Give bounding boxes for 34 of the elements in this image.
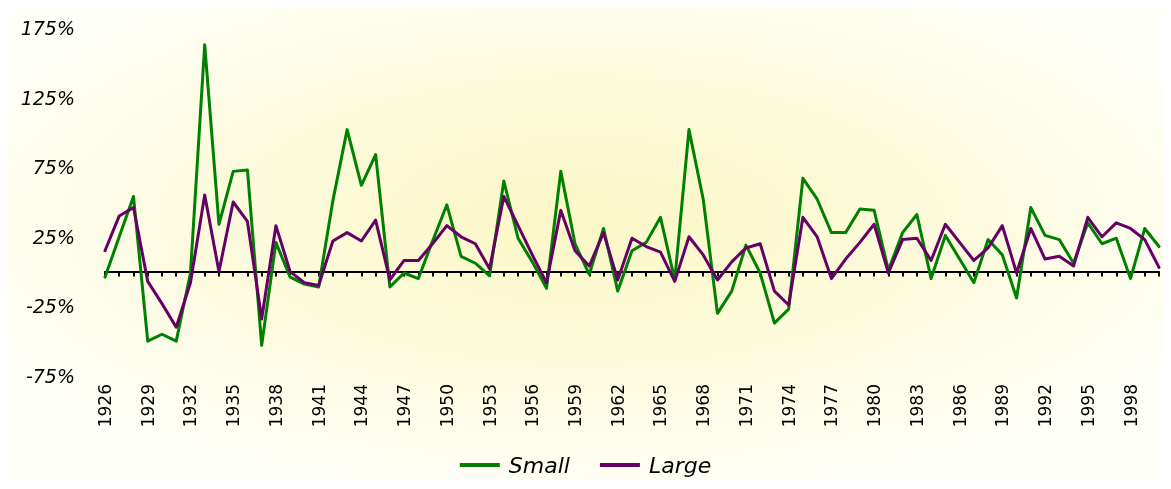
x-tick-label: 1971 [735, 384, 756, 428]
x-tick-label: 1941 [308, 384, 329, 428]
x-tick-label: 1944 [351, 384, 372, 428]
x-tick-label: 1929 [137, 384, 158, 428]
x-tick-label: 1956 [522, 384, 543, 428]
x-tick-label: 1947 [394, 384, 415, 428]
x-tick-label: 1962 [607, 384, 628, 428]
x-tick-label: 1959 [565, 384, 586, 428]
line-series [103, 193, 1161, 329]
y-tick-label: -75% [25, 365, 75, 387]
x-tick-label: 1953 [479, 384, 500, 428]
x-tick-label: 1995 [1077, 384, 1098, 428]
x-tick-label: 1992 [1035, 384, 1056, 428]
x-tick-label: 1977 [821, 384, 842, 428]
y-tick-label: 25% [32, 225, 75, 248]
x-tick-label: 1938 [265, 384, 286, 428]
x-tick-label: 1935 [223, 384, 244, 428]
x-tick-label: 1983 [906, 384, 927, 428]
x-tick-label: 1998 [1120, 384, 1141, 428]
y-tick-label: 175% [20, 17, 75, 39]
x-tick-label: 1965 [650, 384, 671, 428]
x-tick-label: 1989 [992, 384, 1013, 428]
y-tick-label: -25% [25, 295, 75, 318]
x-tick-label: 1980 [864, 384, 885, 428]
y-tick-label: 125% [20, 86, 75, 109]
x-tick-label: 1932 [180, 384, 201, 428]
legend-label: Large [648, 452, 712, 478]
x-tick-label: 1950 [436, 384, 457, 428]
x-tick-label: 1926 [95, 384, 115, 428]
x-tick-label: 1986 [949, 384, 970, 428]
x-tick-label: 1974 [778, 384, 799, 428]
legend-label: Small [508, 452, 570, 478]
x-tick-label: 1968 [693, 384, 714, 428]
y-tick-label: 75% [32, 156, 75, 179]
